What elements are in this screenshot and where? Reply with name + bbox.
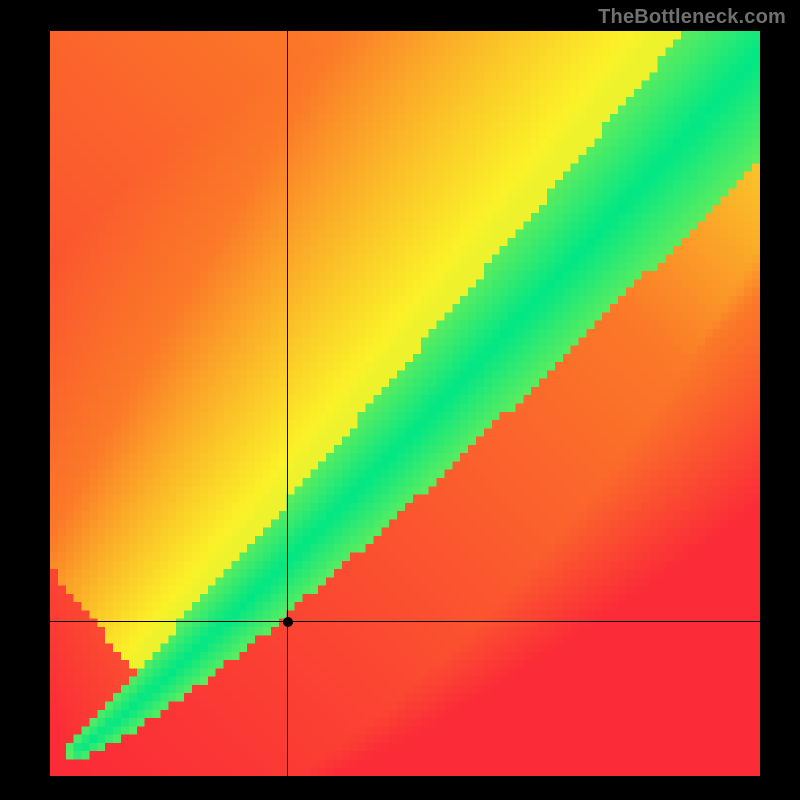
crosshair-horizontal (50, 621, 760, 622)
watermark-text: TheBottleneck.com (598, 6, 786, 29)
chart-container: TheBottleneck.com (0, 0, 800, 800)
plot-area (50, 31, 760, 776)
data-point-marker (283, 617, 293, 627)
crosshair-vertical (287, 31, 288, 776)
heatmap-canvas (50, 31, 760, 776)
